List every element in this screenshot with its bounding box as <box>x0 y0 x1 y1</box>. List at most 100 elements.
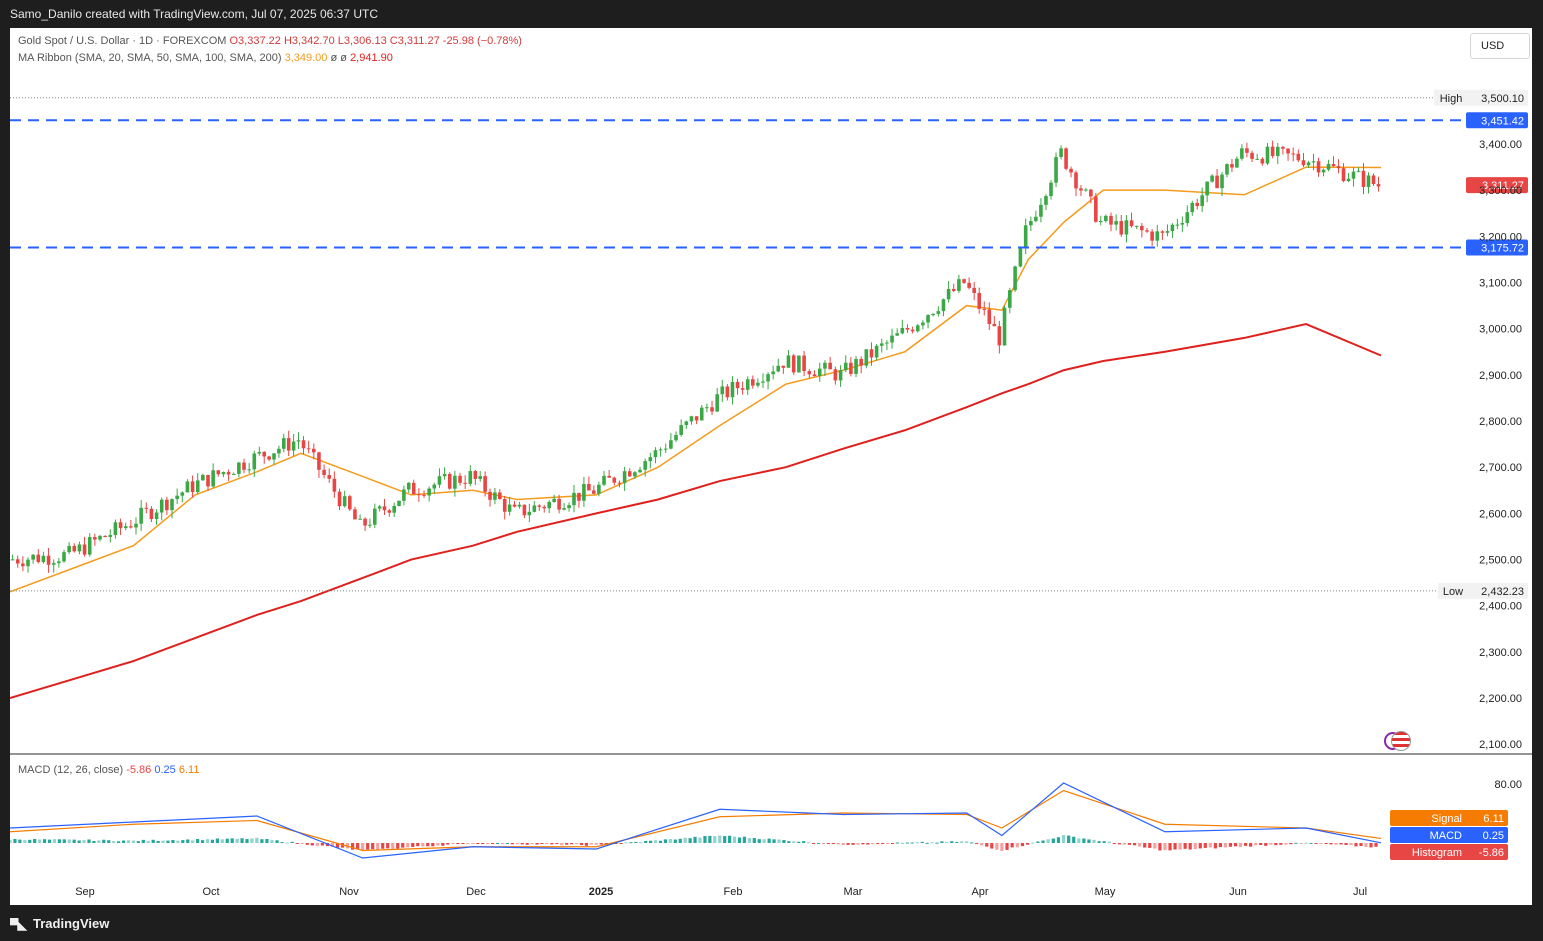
ma-legend: MA Ribbon (SMA, 20, SMA, 50, SMA, 100, S… <box>18 52 393 64</box>
histogram-bar <box>270 840 274 843</box>
candle-body <box>1265 146 1270 164</box>
histogram-bar <box>456 843 460 844</box>
histogram-bar <box>826 843 830 844</box>
candle-body <box>977 293 982 309</box>
histogram-bar <box>530 843 534 844</box>
candle-body <box>62 552 66 562</box>
candle-body <box>493 492 497 500</box>
tradingview-logo[interactable]: ▀◣ TradingView <box>10 916 109 932</box>
histogram-bar <box>574 843 579 845</box>
histogram-bar <box>335 843 340 848</box>
histogram-tag-value: -5.86 <box>1479 847 1504 859</box>
candle-body <box>282 438 286 449</box>
candle-body <box>139 507 143 524</box>
macd-tag-label: MACD <box>1430 830 1462 842</box>
candle-body <box>36 554 41 563</box>
histogram-bar <box>376 843 380 851</box>
histogram-bar <box>1158 843 1162 851</box>
candle-body <box>833 369 838 381</box>
histogram-bar <box>1299 843 1303 844</box>
candle-body <box>663 448 668 450</box>
histogram-bar <box>560 843 564 846</box>
histogram-bar <box>649 840 653 843</box>
candle-body <box>87 537 92 555</box>
candle-body <box>1281 146 1285 149</box>
candle-body <box>910 329 915 332</box>
candle-body <box>838 370 843 381</box>
histogram-bar <box>486 843 490 844</box>
currency-button[interactable]: USD <box>1470 33 1530 59</box>
candle-body <box>221 472 226 475</box>
histogram-bar <box>156 840 160 843</box>
candle-body <box>1059 148 1063 158</box>
candle-body <box>1230 164 1234 168</box>
histogram-bar <box>718 835 722 843</box>
symbol-title[interactable]: Gold Spot / U.S. Dollar · 1D · FOREXCOM <box>18 35 227 47</box>
histogram-bar <box>52 839 57 843</box>
candle-body <box>653 450 658 458</box>
candle-body <box>1109 215 1113 225</box>
candle-body <box>72 545 77 552</box>
ma-sep: ø <box>330 52 338 64</box>
histogram-bar <box>1339 843 1343 845</box>
histogram-bar <box>505 842 510 844</box>
histogram-bar <box>955 841 959 843</box>
histogram-bar <box>235 838 239 843</box>
us-flag-icon[interactable] <box>1391 731 1411 751</box>
candle-body <box>103 535 107 537</box>
candle-body <box>817 368 822 377</box>
histogram-bar <box>1041 840 1045 843</box>
histogram-bar <box>1082 838 1086 843</box>
legend-change: -25.98 (−0.78%) <box>442 35 522 47</box>
sma20-line <box>10 166 1382 593</box>
macd-label[interactable]: MACD (12, 26, close) <box>18 764 124 776</box>
histogram-bar <box>441 843 445 846</box>
macd-tag: MACD 0.25 <box>1390 827 1508 843</box>
candle-body <box>372 508 377 525</box>
candle-body <box>312 448 316 453</box>
candle-body <box>337 491 342 507</box>
candle-body <box>552 498 556 502</box>
histogram-bar <box>18 839 22 843</box>
histogram-bar <box>240 838 244 843</box>
candle-body <box>165 499 169 511</box>
candle-body <box>1029 221 1033 226</box>
histogram-bar <box>131 840 136 843</box>
candle-body <box>1195 202 1200 207</box>
histogram-bar <box>1218 843 1223 848</box>
chart-caption: Samo_Danilo created with TradingView.com… <box>10 7 378 21</box>
histogram-bar <box>747 838 751 843</box>
high-label-bg <box>1434 89 1468 106</box>
candle-body <box>502 499 507 512</box>
histogram-bar <box>1203 843 1207 848</box>
candle-body <box>98 535 102 540</box>
candle-body <box>674 434 678 441</box>
candle-body <box>1170 224 1175 232</box>
price-tick-label: 3,300.00 <box>1479 185 1522 197</box>
histogram-bar <box>361 843 365 851</box>
histogram-bar <box>876 843 880 844</box>
histogram-bar <box>406 843 410 848</box>
candle-body <box>648 457 653 462</box>
chart-frame[interactable]: High 3,500.10 Low 2,432.23 3,451.42 3,175.72 3… <box>10 28 1532 905</box>
histogram-bar <box>940 841 944 843</box>
histogram-bar <box>995 843 999 850</box>
candle-body <box>797 355 801 373</box>
candle-body <box>1079 188 1083 191</box>
candle-body <box>1341 168 1346 182</box>
price-tick-label: 3,400.00 <box>1479 139 1522 151</box>
candle-body <box>710 407 714 412</box>
candle-body <box>745 379 750 390</box>
candle-body <box>1351 171 1356 179</box>
histogram-bar <box>802 841 806 843</box>
histogram-bar <box>481 843 485 844</box>
candle-body <box>592 490 596 494</box>
histogram-bar <box>186 839 190 843</box>
candle-body <box>77 544 82 552</box>
candle-body <box>931 313 935 316</box>
histogram-bar <box>146 840 150 843</box>
histogram-bar <box>515 843 519 845</box>
candle-body <box>1210 175 1214 182</box>
ma-label[interactable]: MA Ribbon (SMA, 20, SMA, 50, SMA, 100, S… <box>18 52 282 64</box>
